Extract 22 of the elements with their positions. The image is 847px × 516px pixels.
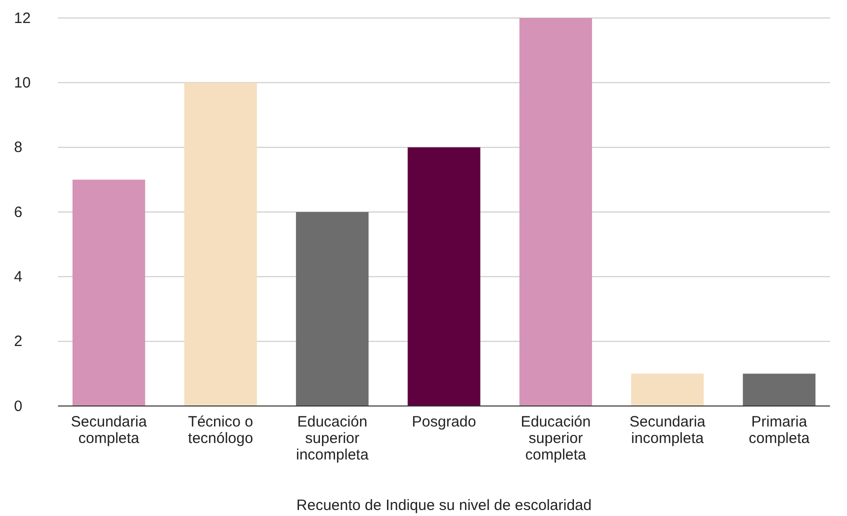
y-tick-label: 6: [14, 204, 22, 221]
bar: [408, 147, 480, 406]
bar: [742, 374, 816, 406]
bar: [519, 18, 592, 406]
y-tick-label: 4: [14, 268, 22, 286]
x-tick-label: Secundaria completa: [70, 414, 148, 448]
y-tick-label: 8: [14, 139, 22, 156]
x-axis-title: Recuento de Indique su nivel de escolaridad: [296, 497, 592, 514]
x-tick-label: Educación superior completa: [520, 414, 591, 464]
x-tick-label: Posgrado: [412, 414, 476, 431]
bar: [296, 212, 369, 406]
x-tick-label: Técnico o tecnólogo: [188, 414, 254, 448]
y-tick-label: 0: [14, 398, 22, 415]
x-tick-label: Secundaria incompleta: [630, 414, 706, 448]
y-tick-label: 2: [14, 333, 22, 350]
x-tick-label: Educación superior incompleta: [296, 414, 370, 464]
y-tick-label: 12: [14, 10, 31, 27]
x-tick-label: Primaria completa: [748, 414, 810, 448]
bar: [184, 82, 257, 406]
bar: [72, 180, 146, 406]
y-tick-label: 10: [14, 74, 31, 92]
bar: [631, 374, 704, 406]
